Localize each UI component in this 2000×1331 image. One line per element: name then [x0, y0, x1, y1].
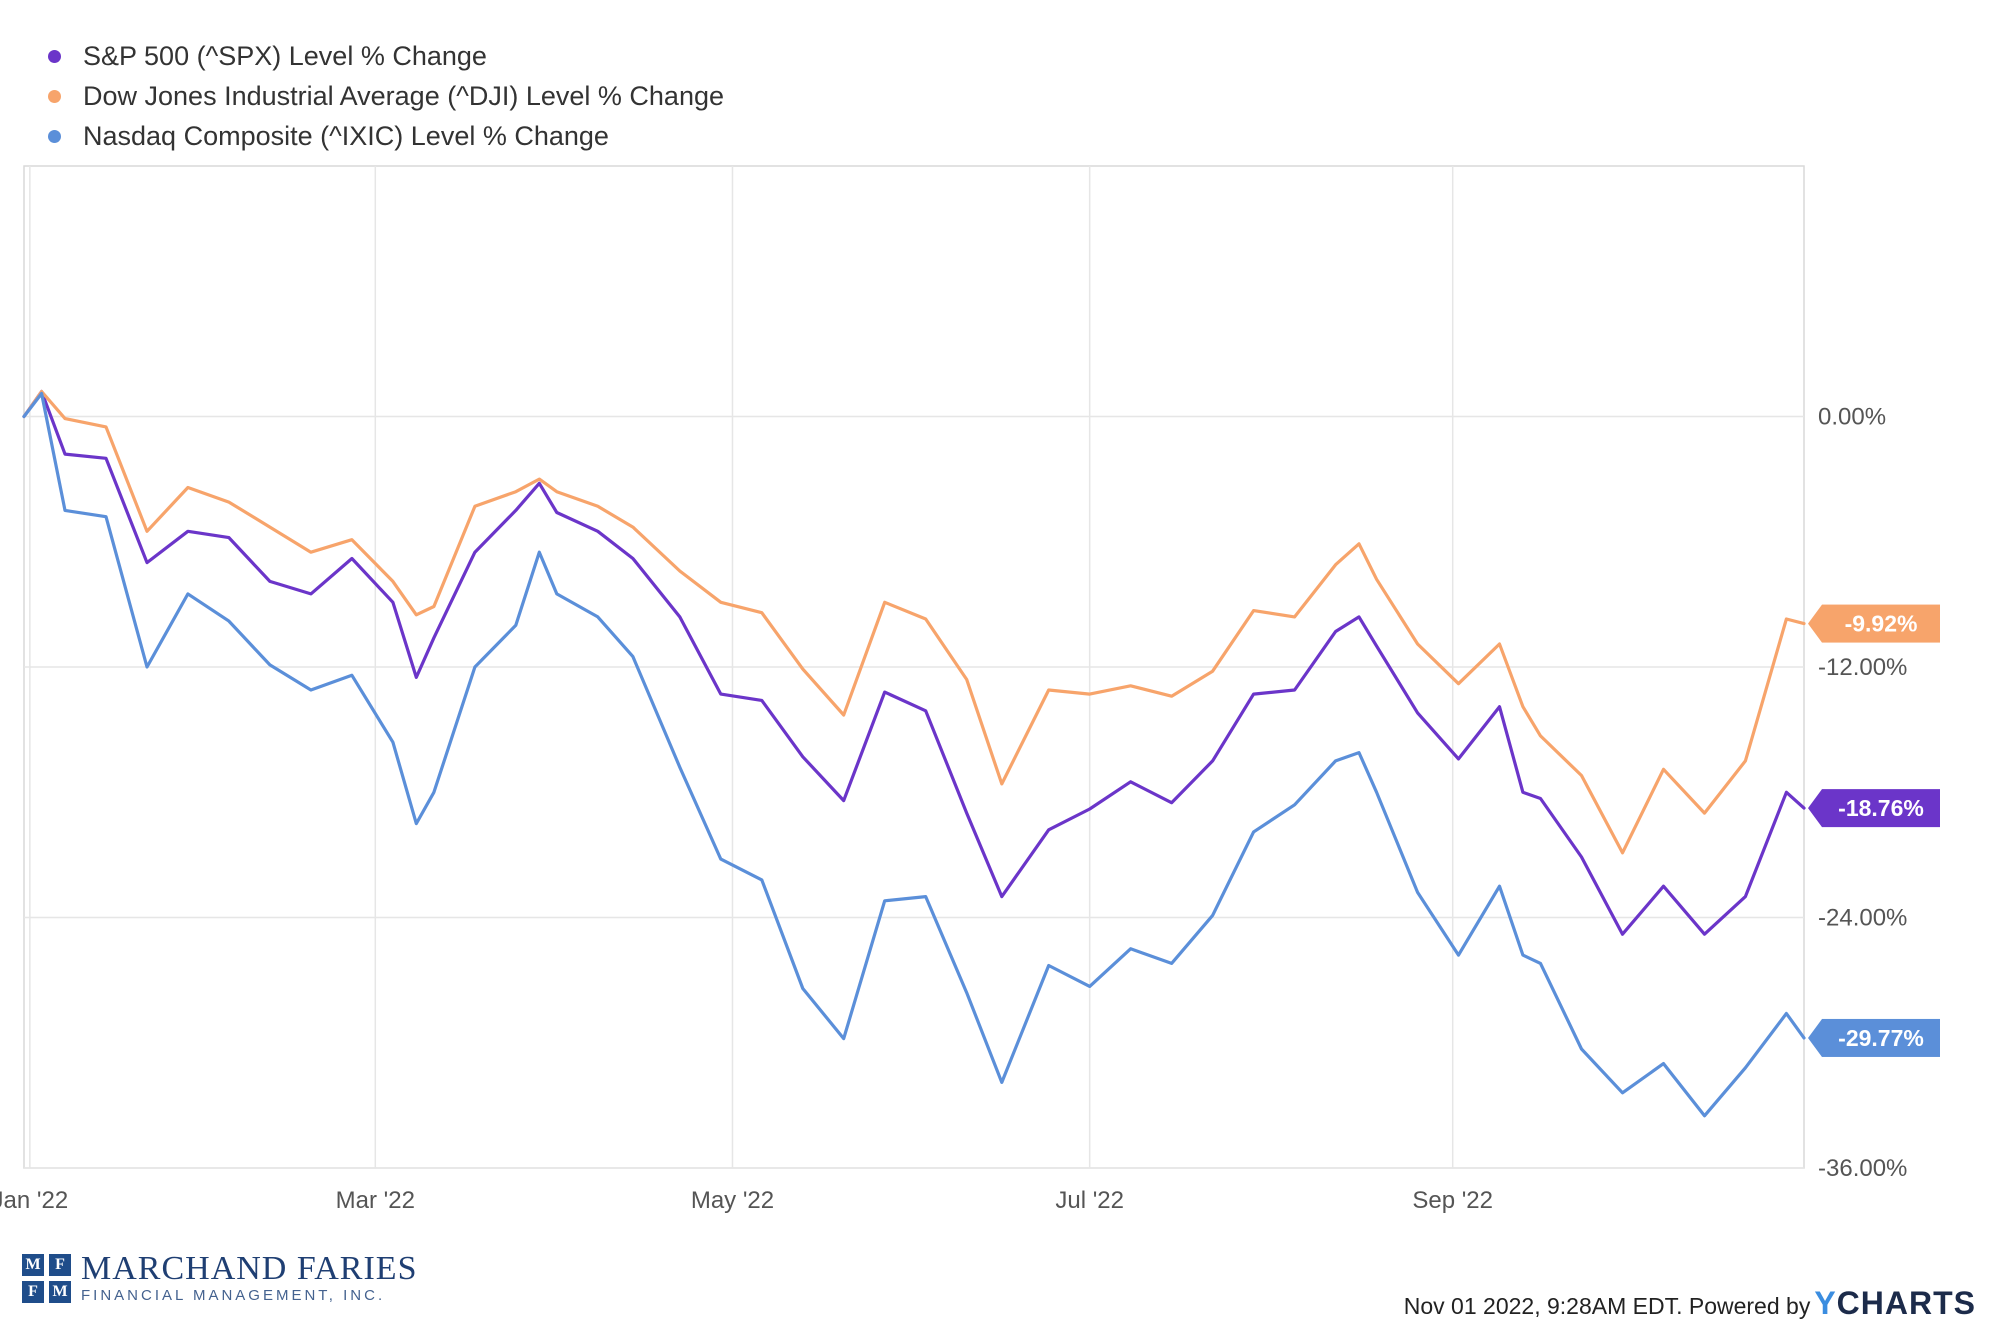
logo-letter-f2: F: [22, 1280, 44, 1303]
logo-letter-f1: F: [49, 1253, 71, 1276]
y-tick-label: -36.00%: [1818, 1155, 1907, 1182]
x-tick-label: Mar '22: [336, 1187, 415, 1214]
legend-item-dji[interactable]: Dow Jones Industrial Average (^DJI) Leve…: [48, 76, 724, 116]
x-tick-label: Sep '22: [1412, 1187, 1493, 1214]
footer-timestamp: Nov 01 2022, 9:28AM EDT. Powered by: [1403, 1293, 1811, 1319]
logo-mark: M F F M: [22, 1253, 71, 1303]
end-label-pointer-spx: [1808, 789, 1822, 828]
end-label-spx: -18.76%: [1838, 795, 1924, 821]
end-label-box-spx: [1822, 789, 1940, 828]
x-tick-label: Jul '22: [1055, 1187, 1124, 1214]
y-tick-label: 0.00%: [1818, 404, 1886, 431]
series-line-ixic: [22, 391, 1806, 1118]
series-layer: [22, 389, 1806, 1118]
logo-subtitle: FINANCIAL MANAGEMENT, INC.: [81, 1287, 386, 1304]
series-line-dji: [22, 389, 1806, 855]
x-tick-label: Jan '22: [0, 1187, 68, 1214]
legend-item-ixic[interactable]: Nasdaq Composite (^IXIC) Level % Change: [48, 116, 724, 156]
ycharts-logo-rest: CHARTS: [1836, 1285, 1976, 1321]
y-tick-label: -12.00%: [1818, 654, 1907, 681]
end-label-box-dji: [1822, 604, 1940, 643]
end-label-pointer-ixic: [1808, 1018, 1822, 1057]
chart-footer: Nov 01 2022, 9:28AM EDT. Powered by YCHA…: [1404, 1285, 1976, 1322]
end-label-dji: -9.92%: [1845, 611, 1918, 637]
logo-name: MARCHAND FARIES: [81, 1250, 418, 1287]
y-tick-label: -24.00%: [1818, 905, 1907, 932]
legend-dot-dji: [48, 89, 61, 103]
series-line-spx: [22, 389, 1806, 936]
ycharts-logo[interactable]: YCHARTS: [1814, 1285, 1976, 1322]
ycharts-logo-y: Y: [1814, 1285, 1837, 1321]
chart-legend: S&P 500 (^SPX) Level % Change Dow Jones …: [48, 36, 724, 156]
end-label-box-ixic: [1822, 1018, 1940, 1057]
end-label-pointer-dji: [1808, 604, 1822, 643]
legend-label-dji: Dow Jones Industrial Average (^DJI) Leve…: [83, 80, 724, 111]
legend-item-spx[interactable]: S&P 500 (^SPX) Level % Change: [48, 36, 724, 76]
label-layer: 0.00% -12.00% -24.00% -36.00% Jan '22 Mar '22…: [0, 404, 1940, 1214]
grid-layer: [23, 165, 1805, 1169]
legend-label-spx: S&P 500 (^SPX) Level % Change: [83, 40, 487, 71]
legend-label-ixic: Nasdaq Composite (^IXIC) Level % Change: [83, 120, 609, 151]
legend-dot-ixic: [48, 129, 61, 143]
logo-letter-m2: M: [49, 1280, 71, 1303]
end-label-ixic: -29.77%: [1838, 1025, 1924, 1051]
x-tick-label: May '22: [691, 1187, 774, 1214]
legend-dot-spx: [48, 49, 61, 63]
logo-letter-m1: M: [22, 1253, 44, 1276]
marchand-faries-logo: M F F M MARCHAND FARIES FINANCIAL MANAGE…: [22, 1251, 417, 1305]
